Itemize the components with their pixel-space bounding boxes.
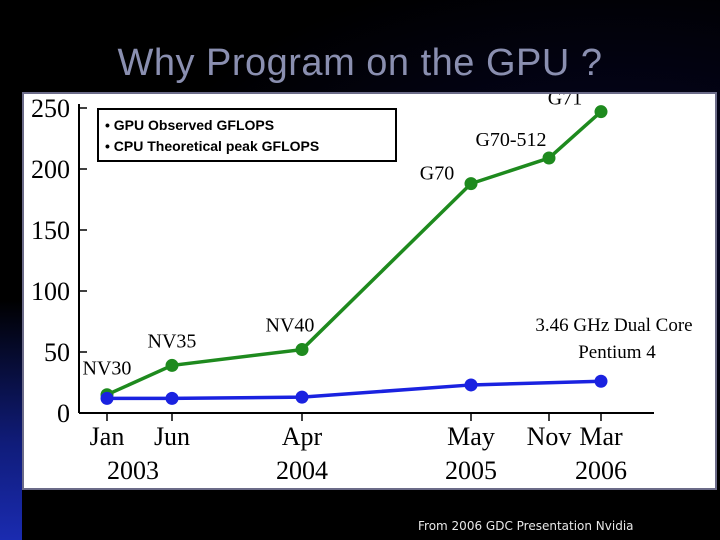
y-tick-label: 250 xyxy=(31,94,70,123)
gpu-point-label: NV35 xyxy=(148,330,197,352)
legend-label-cpu: CPU Theoretical peak GFLOPS xyxy=(113,138,320,154)
cpu-data-point xyxy=(100,391,114,405)
cpu-annotation-line1: 3.46 GHz Dual Core xyxy=(535,315,692,336)
gpu-point-label: G70-512 xyxy=(475,129,546,151)
gpu-series-line xyxy=(106,110,603,397)
gpu-data-point xyxy=(542,151,556,165)
cpu-series-line xyxy=(107,379,602,401)
legend-bullet: • xyxy=(105,117,110,133)
x-year-label: 2005 xyxy=(445,456,497,485)
x-tick-label: May xyxy=(447,422,495,451)
gpu-point-label: NV40 xyxy=(266,315,315,337)
y-tick-label: 100 xyxy=(31,277,70,306)
cpu-data-point xyxy=(165,391,179,405)
gpu-data-point xyxy=(594,105,608,119)
x-tick-label: Jan xyxy=(90,422,125,451)
gpu-data-point xyxy=(295,343,309,357)
gpu-point-label: NV30 xyxy=(83,358,132,380)
decorative-side-bar xyxy=(0,300,22,540)
chart-legend: • GPU Observed GFLOPS • CPU Theoretical … xyxy=(97,108,397,162)
cpu-data-point xyxy=(594,374,608,388)
legend-item-cpu: • CPU Theoretical peak GFLOPS xyxy=(105,136,395,157)
x-year-label: 2006 xyxy=(575,456,627,485)
x-tick-label: Apr xyxy=(282,422,323,451)
slide-title: Why Program on the GPU ? xyxy=(117,42,603,84)
source-footer: From 2006 GDC Presentation Nvidia xyxy=(418,519,634,533)
x-tick-label: Nov xyxy=(527,422,572,451)
cpu-annotation-line2: Pentium 4 xyxy=(578,342,656,363)
x-tick-label: Mar xyxy=(579,422,623,451)
cpu-data-point xyxy=(295,390,309,404)
y-tick-label: 150 xyxy=(31,216,70,245)
gpu-data-point xyxy=(464,177,478,191)
legend-item-gpu: • GPU Observed GFLOPS xyxy=(105,115,395,136)
y-tick-label: 0 xyxy=(57,399,70,428)
gpu-point-label: G70 xyxy=(420,163,454,185)
gpu-point-label: G71 xyxy=(548,94,582,110)
gpu-data-point xyxy=(165,358,179,372)
legend-label-gpu: GPU Observed GFLOPS xyxy=(113,117,275,133)
y-tick-label: 50 xyxy=(44,338,70,367)
y-tick-label: 200 xyxy=(31,155,70,184)
cpu-data-point xyxy=(464,378,478,392)
x-tick-label: Jun xyxy=(154,422,190,451)
gflops-chart: 0 50 100 150 200 250 Jan Jun Apr May Nov Mar 2003 200… xyxy=(31,94,693,485)
x-year-label: 2003 xyxy=(107,456,159,485)
legend-bullet: • xyxy=(105,138,110,154)
x-year-label: 2004 xyxy=(276,456,328,485)
